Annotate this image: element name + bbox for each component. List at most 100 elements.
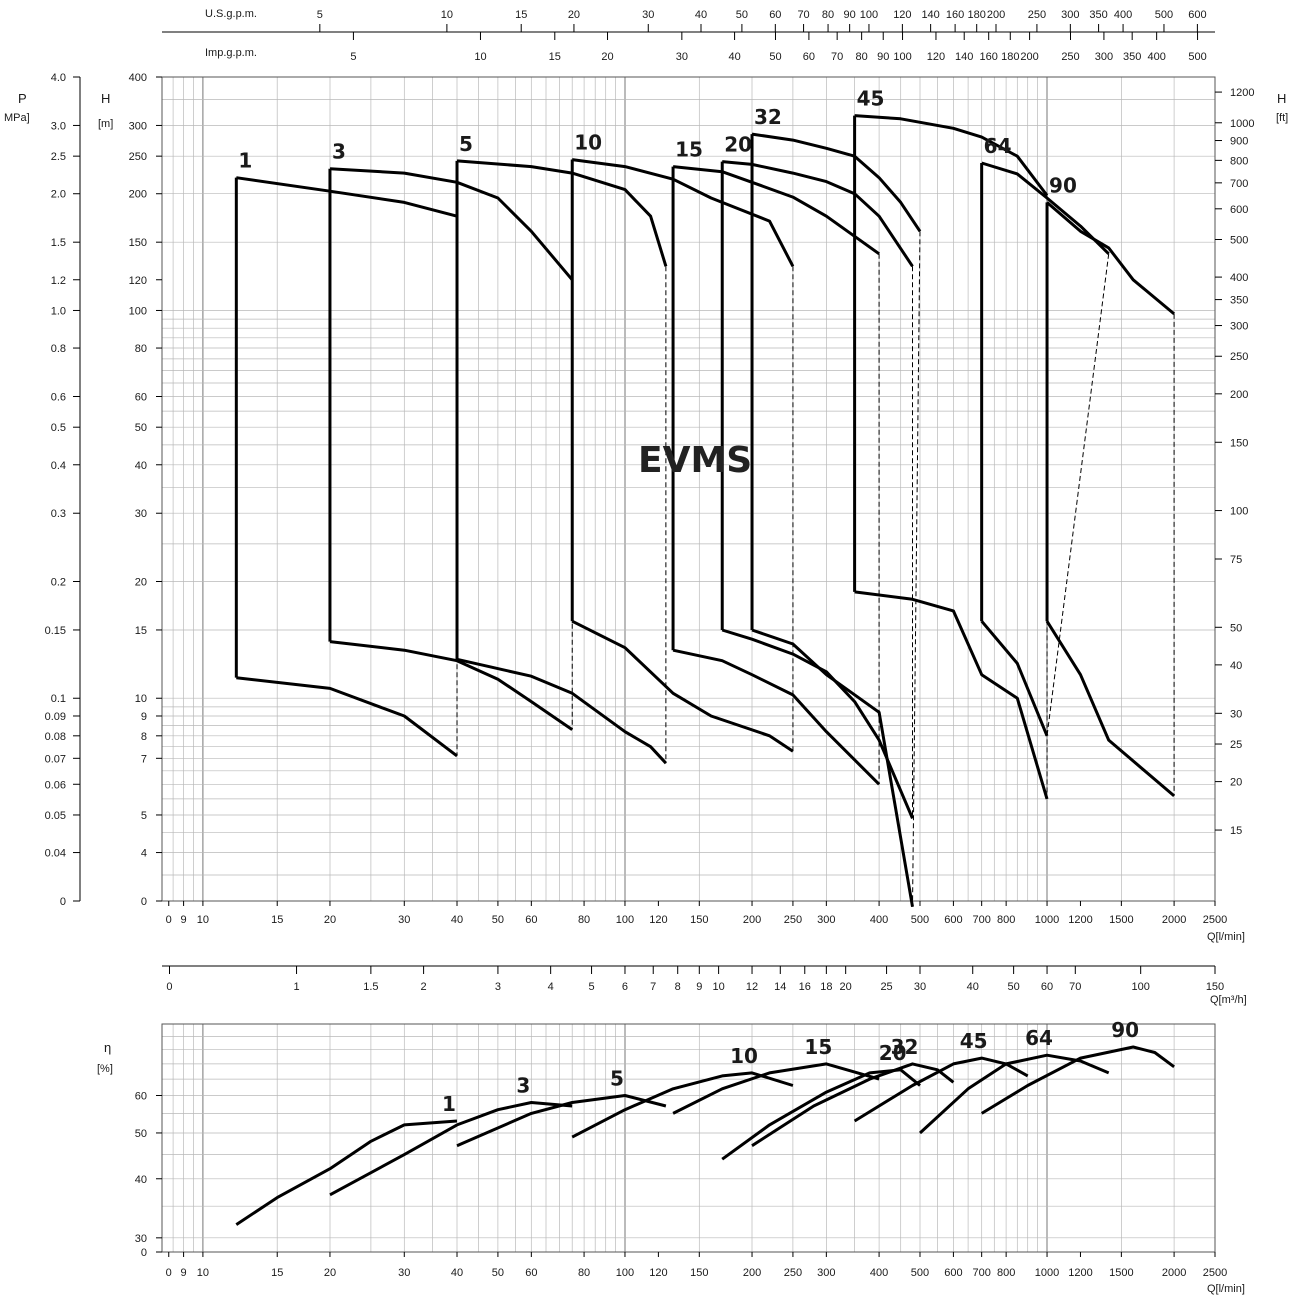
efficiency-label-90: 90: [1111, 1018, 1139, 1042]
us-gpm-tick-label: 120: [893, 9, 911, 21]
head-curve-right-32: [912, 231, 921, 907]
flow-lmin-tick-label: 700: [972, 914, 990, 926]
pressure-tick-label: 2.0: [51, 189, 66, 201]
imp-gpm-ticks: 5 10 15 20 30 40 50 60 70 80 90 100 120 140 160 180 200 2…: [350, 32, 1207, 63]
head-m-tick-label: 5: [141, 810, 147, 822]
us-gpm-tick-label: 500: [1155, 9, 1173, 21]
us-gpm-tick-label: 15: [515, 9, 527, 21]
flow-lmin-tick-label: 120: [649, 914, 667, 926]
flow-m3h-ticks: 0 1 1.5 2 3 4 5 6 7 8 9 10 12 14 16 18 20 25 30 40 50 60 70 100…: [166, 966, 1224, 993]
flow-m3h-tick-label: 70: [1069, 981, 1081, 993]
flow-m3h-tick-label: 5: [588, 981, 594, 993]
imp-gpm-tick-label: 90: [877, 51, 889, 63]
us-gpm-axis-label: U.S.g.p.m.: [205, 8, 257, 20]
flow-m3h-tick-label: 2: [421, 981, 427, 993]
head-curve-lower-64: [980, 620, 1049, 737]
head-curve-lower-45: [854, 590, 1049, 800]
us-gpm-tick-label: 200: [987, 9, 1005, 21]
imp-gpm-tick-label: 160: [980, 51, 998, 63]
head-ft-tick-label: 40: [1230, 660, 1242, 672]
flow-lmin-tick-label: 250: [784, 1267, 802, 1279]
head-ft-tick-label: 1200: [1230, 87, 1254, 99]
flow-lmin-tick-label: 2000: [1162, 914, 1186, 926]
head-label-5: 5: [459, 132, 473, 156]
flow-lmin-tick-label: 500: [911, 914, 929, 926]
head-m-tick-label: 120: [129, 275, 147, 287]
efficiency-label-32: 32: [891, 1035, 919, 1059]
pressure-tick-label: 0.09: [45, 711, 66, 723]
pressure-tick-label: 1.2: [51, 275, 66, 287]
flow-lmin-tick-label: 800: [997, 1267, 1015, 1279]
head-m-tick-label: 80: [135, 343, 147, 355]
imp-gpm-tick-label: 10: [474, 51, 486, 63]
flow-m3h-tick-label: 6: [622, 981, 628, 993]
head-ft-tick-label: 150: [1230, 437, 1248, 449]
imp-gpm-tick-label: 100: [893, 51, 911, 63]
imp-gpm-tick-label: 5: [350, 51, 356, 63]
flow-lmin-tick-label: 15: [271, 914, 283, 926]
head-label-1: 1: [238, 149, 252, 173]
head-m-tick-label: 30: [135, 508, 147, 520]
head-m-tick-label: 150: [129, 237, 147, 249]
head-m-tick-label: 20: [135, 577, 147, 589]
efficiency-tick-label: 40: [135, 1174, 147, 1186]
imp-gpm-tick-label: 30: [676, 51, 688, 63]
us-gpm-tick-label: 140: [921, 9, 939, 21]
flow-lmin-tick-label: 2000: [1162, 1267, 1186, 1279]
us-gpm-tick-label: 600: [1188, 9, 1206, 21]
imp-gpm-tick-label: 500: [1188, 51, 1206, 63]
head-m-tick-label: 0: [141, 896, 147, 908]
efficiency-label-64: 64: [1025, 1026, 1053, 1050]
imp-gpm-tick-label: 20: [601, 51, 613, 63]
imp-gpm-tick-label: 250: [1061, 51, 1079, 63]
head-ft-tick-label: 250: [1230, 351, 1248, 363]
flow-lmin-tick-label: 1200: [1068, 1267, 1092, 1279]
head-ft-tick-label: 75: [1230, 554, 1242, 566]
head-label-45: 45: [857, 87, 885, 111]
imp-gpm-tick-label: 140: [955, 51, 973, 63]
flow-lmin-tick-label: 2500: [1203, 914, 1227, 926]
flow-m3h-tick-label: 3: [495, 981, 501, 993]
head-ft-tick-label: 30: [1230, 708, 1242, 720]
flow-m3h-tick-label: 60: [1041, 981, 1053, 993]
pressure-tick-label: 0.8: [51, 343, 66, 355]
head-ft-tick-label: 200: [1230, 389, 1248, 401]
imp-gpm-tick-label: 350: [1123, 51, 1141, 63]
pressure-tick-label: 3.0: [51, 120, 66, 132]
flow-lmin-tick-label: 400: [870, 914, 888, 926]
us-gpm-tick-label: 100: [860, 9, 878, 21]
us-gpm-tick-label: 250: [1028, 9, 1046, 21]
flow-m3h-tick-label: 12: [746, 981, 758, 993]
flow-m3h-tick-label: 1.5: [363, 981, 378, 993]
flow-m3h-tick-label: 150: [1206, 981, 1224, 993]
imp-gpm-tick-label: 70: [831, 51, 843, 63]
flow-lmin-tick-label: 80: [578, 914, 590, 926]
flow-lmin-tick-label: 600: [944, 1267, 962, 1279]
head-curve-upper-32: [751, 132, 922, 233]
pressure-tick-label: 0.5: [51, 422, 66, 434]
head-label-32: 32: [754, 105, 782, 129]
imp-gpm-tick-label: 200: [1020, 51, 1038, 63]
flow-lmin-ticks-efficiency: 0 9 10 15 20 30 40 50 60 80 100 120 150 200 250 300 400 5…: [166, 1252, 1227, 1279]
head-m-tick-label: 100: [129, 305, 147, 317]
flow-m3h-tick-label: 50: [1008, 981, 1020, 993]
head-m-tick-label: 200: [129, 189, 147, 201]
head-curve-upper-64: [981, 161, 1110, 255]
flow-lmin-tick-label: 10: [197, 1267, 209, 1279]
efficiency-curve-15: [672, 1062, 880, 1115]
flow-m3h-tick-label: 25: [880, 981, 892, 993]
imp-gpm-tick-label: 60: [803, 51, 815, 63]
head-curve-lower-32: [751, 628, 914, 907]
efficiency-curve-20: [721, 1068, 921, 1161]
head-m-tick-label: 10: [135, 693, 147, 705]
imp-gpm-tick-label: 15: [549, 51, 561, 63]
pressure-tick-label: 0.05: [45, 810, 66, 822]
flow-m3h-tick-label: 30: [914, 981, 926, 993]
imp-gpm-tick-label: 180: [1001, 51, 1019, 63]
flow-m3h-tick-label: 20: [840, 981, 852, 993]
pressure-tick-label: 0.2: [51, 577, 66, 589]
pressure-tick-label: 0.07: [45, 753, 66, 765]
head-curve-upper-45: [854, 114, 1049, 197]
head-m-tick-label: 250: [129, 151, 147, 163]
